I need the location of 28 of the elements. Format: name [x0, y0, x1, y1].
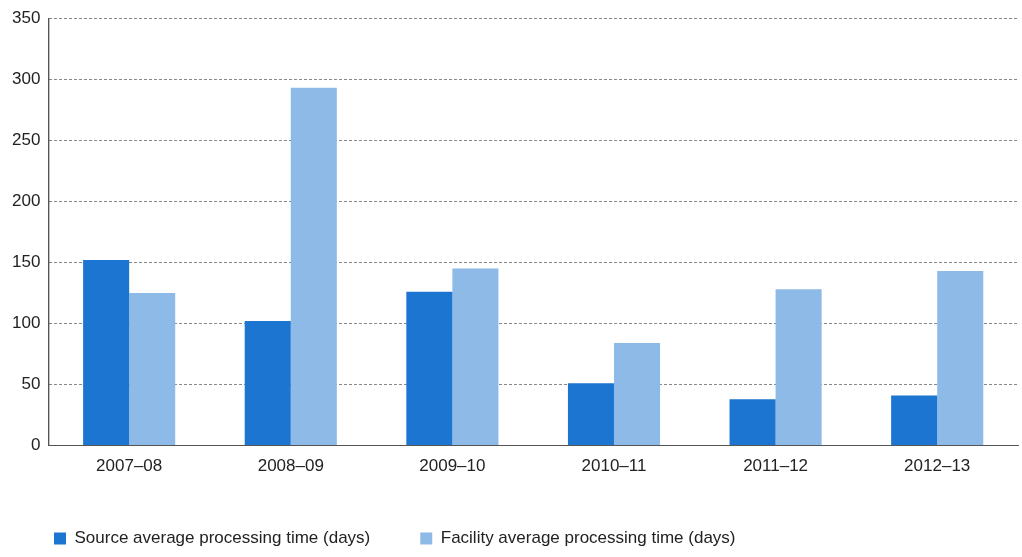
bar [452, 268, 499, 446]
x-tick-label: 2012–13 [904, 456, 971, 476]
y-tick-label: 200 [11, 191, 41, 211]
y-tick-label: 150 [11, 252, 41, 272]
x-tick-label: 2011–12 [743, 456, 809, 476]
y-tick-label: 100 [11, 313, 41, 333]
y-tick-label: 350 [11, 7, 41, 27]
bar [83, 259, 130, 446]
bar [244, 321, 291, 446]
bar [613, 343, 661, 446]
bar [129, 292, 176, 446]
bar [937, 270, 984, 446]
y-tick-label: 50 [21, 374, 41, 394]
y-tick-label: 300 [11, 68, 41, 88]
bar [891, 395, 938, 446]
legend-label: Facility average processing time (days) [440, 528, 736, 548]
bar [290, 87, 337, 446]
bar [406, 291, 453, 446]
y-tick-label: 250 [11, 130, 41, 149]
x-tick-label: 2010–11 [581, 456, 647, 476]
x-tick-label: 2007–08 [96, 456, 163, 476]
x-tick-label: 2008–09 [257, 456, 324, 476]
bar [567, 383, 614, 446]
bar [729, 399, 776, 446]
legend-label: Source average processing time (days) [74, 528, 371, 548]
y-tick-label: 0 [30, 435, 41, 455]
x-tick-label: 2009–10 [419, 456, 486, 476]
bar [775, 289, 822, 446]
